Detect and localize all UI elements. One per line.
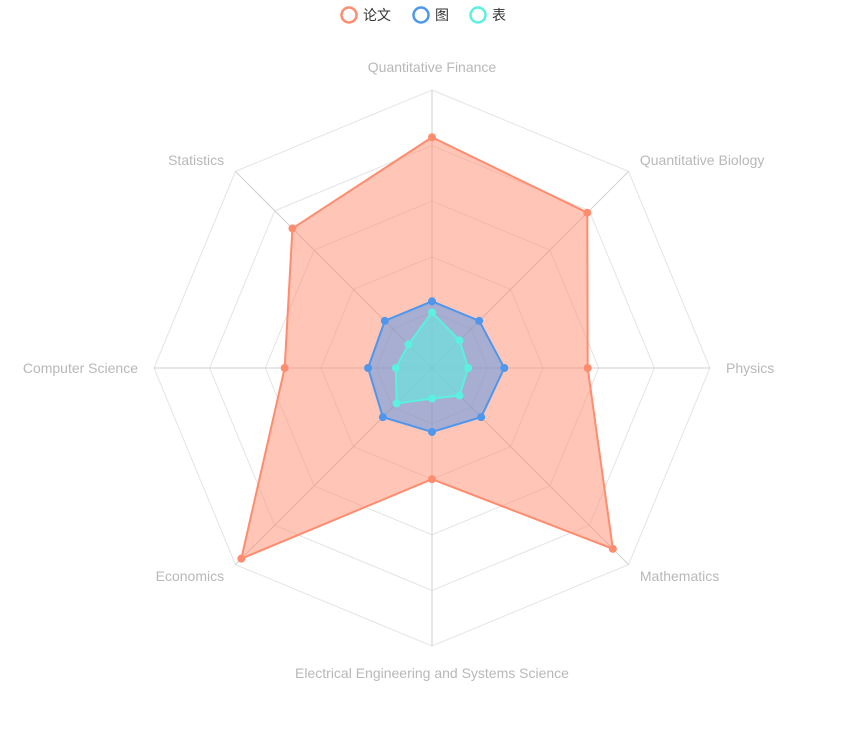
axis-label: Quantitative Finance: [368, 59, 497, 75]
data-point[interactable]: [288, 224, 297, 233]
data-point[interactable]: [428, 133, 436, 142]
axis-labels: Quantitative Finance Quantitative Biology…: [23, 59, 774, 681]
data-point[interactable]: [583, 364, 592, 372]
legend-label: 图: [435, 8, 449, 24]
data-point[interactable]: [428, 427, 436, 436]
data-point[interactable]: [583, 208, 592, 217]
data-point[interactable]: [378, 413, 387, 422]
data-point[interactable]: [380, 316, 389, 325]
data-point[interactable]: [477, 413, 486, 422]
data-point[interactable]: [428, 297, 436, 306]
axis-label: Quantitative Biology: [640, 152, 765, 168]
data-point[interactable]: [237, 554, 246, 563]
data-point[interactable]: [391, 364, 400, 372]
data-point[interactable]: [455, 336, 464, 345]
legend-marker-icon: [469, 6, 487, 24]
legend-item[interactable]: 图: [412, 6, 450, 25]
data-point[interactable]: [608, 544, 617, 553]
legend-item[interactable]: 表: [469, 6, 507, 25]
data-point[interactable]: [428, 475, 436, 484]
legend-label: 论文: [363, 8, 391, 24]
data-point[interactable]: [464, 364, 473, 372]
data-point[interactable]: [475, 316, 484, 325]
data-point[interactable]: [428, 394, 436, 403]
legend: 论文 图 表: [340, 6, 507, 25]
data-point[interactable]: [392, 399, 401, 408]
axis-label: Electrical Engineering and Systems Scien…: [295, 665, 569, 681]
data-point[interactable]: [404, 340, 413, 349]
axis-label: Physics: [726, 360, 774, 376]
legend-marker-icon: [340, 6, 358, 24]
series-2: [391, 308, 473, 408]
data-point[interactable]: [280, 364, 289, 372]
axis-label: Mathematics: [640, 568, 719, 584]
data-point[interactable]: [455, 391, 464, 400]
data-point[interactable]: [500, 364, 509, 372]
axis-label: Economics: [156, 568, 224, 584]
legend-label: 表: [492, 8, 506, 24]
axis-label: Statistics: [168, 152, 224, 168]
legend-marker-icon: [412, 6, 430, 24]
axis-label: Computer Science: [23, 360, 138, 376]
data-point[interactable]: [364, 364, 373, 372]
data-point[interactable]: [428, 308, 436, 317]
legend-item[interactable]: 论文: [340, 6, 392, 25]
